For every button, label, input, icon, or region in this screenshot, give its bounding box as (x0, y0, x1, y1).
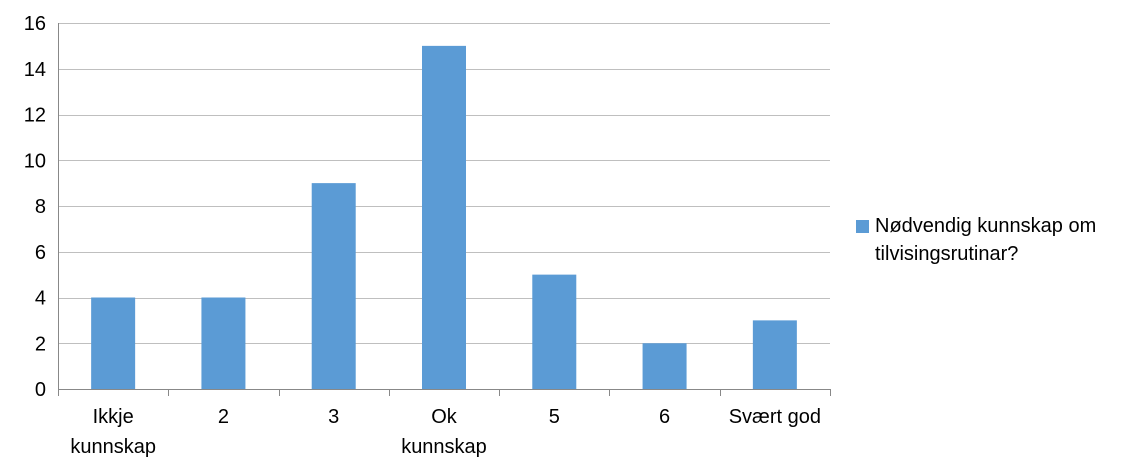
legend-label: Nødvendig kunnskap om tilvisingsrutinar? (875, 212, 1129, 268)
y-tick-label: 12 (24, 105, 46, 127)
x-axis: Ikkje kunnskap 2 3 Ok kunnskap 5 6 Svært god (58, 389, 831, 458)
x-tick-label: 2 (218, 406, 229, 428)
x-tick-label: Ok kunnskap (401, 406, 487, 458)
y-tick-label: 16 (24, 13, 46, 35)
y-tick-label: 4 (35, 288, 46, 310)
bar (91, 298, 135, 390)
y-tick-label: 0 (35, 379, 46, 401)
y-tick-label: 2 (35, 333, 46, 355)
y-tick-label: 14 (24, 59, 46, 81)
x-tick-label: 5 (549, 406, 560, 428)
bar (532, 275, 576, 389)
legend: Nødvendig kunnskap om tilvisingsrutinar? (856, 212, 1129, 268)
x-tick-label: 3 (328, 406, 339, 428)
x-tick-label: Svært god (729, 406, 821, 428)
bar (422, 46, 466, 389)
x-tick-label: Ikkje kunnskap (70, 406, 156, 458)
bars (91, 46, 797, 389)
bar (753, 320, 797, 389)
x-tick-label: 6 (659, 406, 670, 428)
y-tick-label: 8 (35, 196, 46, 218)
bar (201, 298, 245, 390)
y-axis: 0 2 4 6 8 10 12 14 16 (24, 13, 59, 401)
legend-swatch (856, 220, 869, 233)
y-tick-label: 10 (24, 150, 46, 172)
bar (312, 183, 356, 389)
bar (643, 343, 687, 389)
y-tick-label: 6 (35, 242, 46, 264)
